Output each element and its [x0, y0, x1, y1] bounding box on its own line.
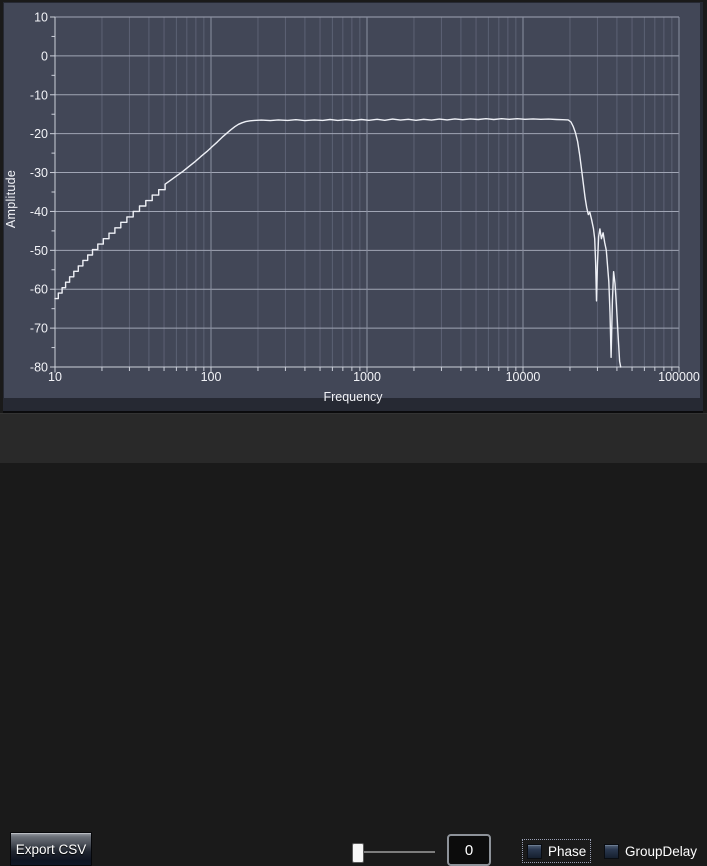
x-axis-title: Frequency	[323, 390, 383, 404]
groupdelay-checkbox-group[interactable]: GroupDelay	[600, 840, 701, 862]
plot-area	[4, 3, 700, 398]
groupdelay-checkbox[interactable]	[604, 843, 619, 859]
phase-checkbox-group[interactable]: Phase	[521, 839, 592, 863]
phase-checkbox-label: Phase	[548, 843, 587, 859]
slider-thumb[interactable]	[352, 843, 364, 863]
groupdelay-checkbox-label: GroupDelay	[625, 843, 698, 859]
phase-checkbox[interactable]	[527, 843, 542, 859]
chart-panel: Amplitude Frequency	[3, 2, 703, 413]
y-axis-title: Amplitude	[4, 169, 18, 229]
slider-value-display[interactable]: 0	[447, 834, 491, 866]
control-bar: Export CSV 0 Phase GroupDelay	[0, 413, 707, 866]
export-csv-button[interactable]: Export CSV	[10, 832, 92, 866]
slider-track[interactable]	[356, 851, 435, 853]
